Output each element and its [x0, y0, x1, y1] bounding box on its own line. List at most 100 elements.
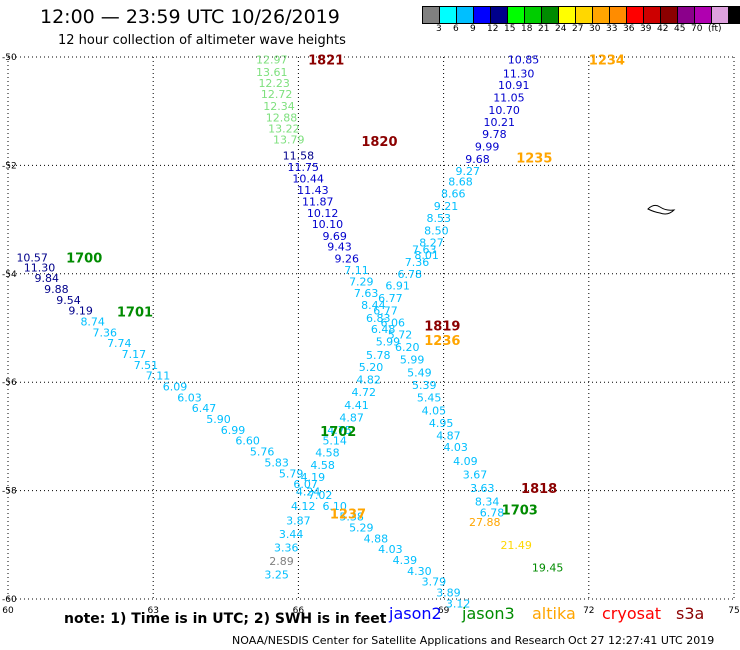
wave-height-label: 7.11 [146, 370, 171, 383]
wave-height-label: 7.29 [349, 275, 374, 288]
colorbar-cell [644, 7, 661, 23]
wave-height-label: 4.24 [296, 486, 321, 499]
wave-height-label: 11.58 [283, 150, 315, 163]
lat-tick-label: -52 [2, 161, 17, 171]
wave-height-label: 8.44 [361, 299, 386, 312]
wave-height-label: 4.03 [443, 441, 468, 454]
wave-height-label: 8.68 [448, 176, 473, 189]
colorbar-label: 21 [538, 24, 550, 34]
wave-height-label: 3.25 [264, 569, 289, 582]
pass-time-label: 1702 [320, 425, 356, 440]
colorbar-cell [627, 7, 644, 23]
wave-height-label: 4.75 [327, 424, 352, 437]
lat-tick-label: -56 [2, 378, 17, 388]
wave-height-label: 6.47 [192, 402, 217, 415]
lat-tick-label: -58 [2, 487, 17, 497]
lon-tick-label: 60 [2, 606, 14, 616]
wave-height-label: 3.12 [446, 597, 471, 610]
wave-height-label: 6.06 [381, 317, 406, 330]
pass-time-label: 1703 [502, 504, 538, 519]
wave-height-label: 6.07 [293, 478, 318, 491]
wave-height-label: 4.88 [364, 532, 389, 545]
pass-time-label: 1818 [521, 482, 557, 497]
wave-height-label: 8.27 [419, 236, 444, 249]
wave-height-label: 6.77 [378, 292, 403, 305]
lon-tick-label: 66 [293, 606, 305, 616]
wave-height-label: 4.87 [436, 429, 461, 442]
wave-height-label: 9.84 [34, 272, 59, 285]
wave-height-label: 5.45 [417, 391, 442, 404]
wave-height-label: 10.12 [307, 207, 339, 220]
wave-height-label: 9.88 [44, 283, 69, 296]
colorbar-cell [525, 7, 542, 23]
colorbar-cell [457, 7, 474, 23]
wave-height-label: 6.10 [322, 500, 347, 513]
lon-tick-label: 63 [147, 606, 158, 616]
pass-time-label: 1820 [361, 135, 397, 150]
wave-height-label: 5.38 [339, 511, 364, 524]
colorbar-label: 39 [640, 24, 652, 34]
colorbar-cell [508, 7, 525, 23]
wave-height-label: 8.53 [427, 212, 452, 225]
wave-height-label: 4.03 [378, 543, 403, 556]
pass-time-label: 1701 [117, 306, 153, 321]
lat-tick-label: -60 [2, 595, 17, 605]
lon-tick-label: 72 [583, 606, 594, 616]
credit-line: NOAA/NESDIS Center for Satellite Applica… [232, 634, 566, 647]
wave-height-label: 3.36 [274, 542, 299, 555]
wave-height-label: 7.63 [412, 243, 437, 256]
colorbar-cell [559, 7, 576, 23]
wave-height-label: 21.49 [500, 539, 532, 552]
wave-height-label: 12.72 [261, 88, 293, 101]
wave-height-label: 7.11 [344, 264, 369, 277]
wave-height-label: 11.30 [24, 261, 56, 274]
wave-height-label: 7.63 [354, 287, 379, 300]
wave-height-label: 5.99 [376, 336, 401, 349]
wave-height-label: 3.67 [463, 468, 488, 481]
legend-cryosat: cryosat [602, 604, 662, 623]
footer-note: note: 1) Time is in UTC; 2) SWH is in fe… [64, 611, 387, 627]
wave-height-label: 4.39 [393, 554, 418, 567]
lon-tick-label: 69 [438, 606, 450, 616]
wave-height-label: 5.90 [206, 413, 231, 426]
map-title: 12:00 — 23:59 UTC 10/26/2019 [40, 6, 340, 28]
wave-height-label: 6.03 [177, 391, 202, 404]
colorbar-cell [610, 7, 627, 23]
colorbar-cell [440, 7, 457, 23]
wave-height-label: 5.39 [412, 379, 437, 392]
wave-height-label: 4.58 [310, 459, 335, 472]
wave-height-label: 4.05 [422, 404, 447, 417]
colorbar-label: 12 [487, 24, 499, 34]
wave-height-label: 3.89 [436, 586, 461, 599]
pass-time-label: 1237 [330, 507, 366, 522]
wave-height-label: 6.99 [221, 424, 246, 437]
wave-height-label: 27.88 [469, 516, 501, 529]
wave-height-label: 8.50 [424, 224, 449, 237]
colorbar-label: 6 [453, 24, 459, 34]
wave-height-label: 10.10 [312, 218, 344, 231]
colorbar-label: 70 [691, 24, 703, 34]
colorbar-cell [491, 7, 508, 23]
wave-height-label: 4.19 [301, 471, 326, 484]
wave-height-label: 10.21 [484, 116, 516, 129]
island-outline [647, 204, 676, 215]
wave-height-label: 13.61 [256, 66, 288, 79]
wave-height-label: 13.22 [268, 123, 300, 136]
wave-height-label: 8.74 [80, 315, 105, 328]
colorbar-label: (ft) [708, 24, 722, 34]
wave-height-label: 5.14 [322, 435, 347, 448]
wave-height-label: 7.74 [107, 337, 132, 350]
wave-height-label: 4.30 [407, 565, 432, 578]
colorbar-label: 42 [657, 24, 669, 34]
wave-height-label: 5.83 [264, 456, 289, 469]
map-subtitle: 12 hour collection of altimeter wave hei… [58, 33, 346, 48]
pass-time-label: 1821 [308, 54, 344, 69]
wave-height-label: 3.63 [470, 482, 495, 495]
wave-height-label: 2.89 [269, 555, 294, 568]
colorbar-label: 3 [436, 24, 442, 34]
colorbar-cell [423, 7, 440, 23]
colorbar-label: 36 [623, 24, 635, 34]
wave-height-label: 12.97 [256, 54, 288, 67]
lat-tick-label: -50 [2, 53, 17, 63]
